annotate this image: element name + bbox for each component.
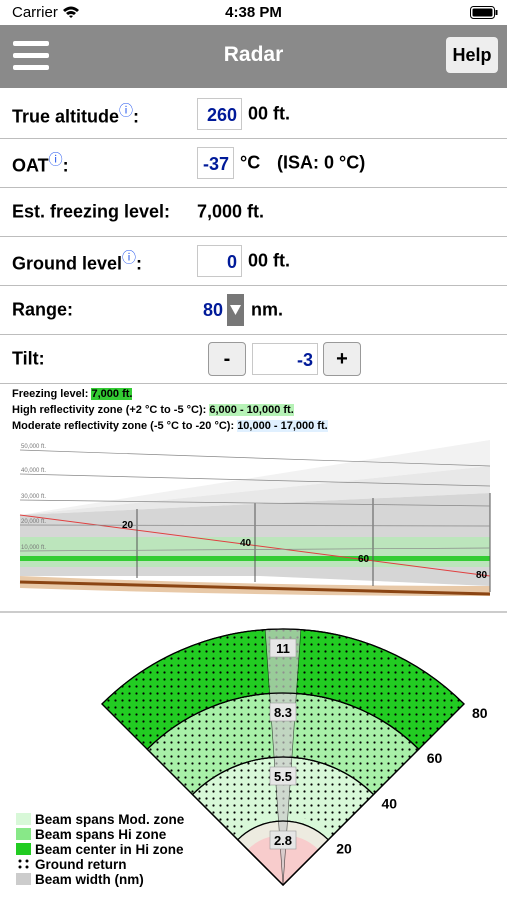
zone-line: Freezing level: 7,000 ft. (12, 388, 133, 400)
help-button[interactable]: Help (446, 37, 498, 73)
info-icon[interactable]: ⓘ (48, 151, 63, 168)
unit: nm. (251, 299, 284, 320)
row-label: True altitudeⓘ: (12, 101, 139, 128)
range-ring (146, 692, 420, 886)
legend-item: Beam center in Hi zone (16, 842, 184, 857)
row-range: Range: 80 nm. (0, 286, 507, 335)
beam-width-box (269, 702, 297, 722)
unit: °C (240, 152, 261, 173)
ground-input[interactable]: 0 (197, 245, 242, 277)
wifi-icon (63, 6, 79, 18)
beam-width-label: 5.5 (274, 769, 292, 784)
tilt-plus[interactable]: + (323, 342, 361, 376)
zone-label: High reflectivity zone (+2 °C to -5 °C): (12, 404, 207, 416)
zone-label: Moderate reflectivity zone (-5 °C to -20… (12, 420, 235, 432)
info-icon[interactable]: ⓘ (119, 102, 134, 119)
isa-note: (ISA: 0 °C) (277, 152, 366, 173)
row-label: Tilt: (12, 348, 45, 369)
range-label: 40 (240, 538, 252, 549)
altitude-label: 20,000 ft. (21, 519, 46, 525)
altitude-label: 50,000 ft. (21, 444, 46, 450)
beam-width-box (269, 766, 297, 786)
row-label: Range: (12, 299, 74, 320)
row-tilt: Tilt: - -3 + (0, 335, 507, 384)
dropdown-arrow[interactable] (227, 294, 244, 326)
range-label: 60 (358, 554, 370, 565)
info-icon[interactable]: ⓘ (122, 249, 137, 266)
legend-item: Beam width (nm) (16, 872, 144, 887)
range-label: 60 (427, 750, 443, 766)
row-oat: OATⓘ: -37 °C (ISA: 0 °C) (0, 139, 507, 188)
legend-item: Ground return (16, 857, 127, 872)
zone-line: High reflectivity zone (+2 °C to -5 °C):… (12, 404, 294, 416)
row-label: OATⓘ: (12, 150, 69, 177)
colon: : (62, 155, 69, 176)
colon: : (136, 253, 143, 274)
altitude-input[interactable]: 260 (197, 98, 242, 130)
legend-label: Beam spans Mod. zone (35, 812, 185, 827)
zone-value: 10,000 - 17,000 ft. (237, 420, 328, 432)
beam-width-label: 8.3 (274, 705, 292, 720)
unit: 00 ft. (248, 250, 291, 271)
legend-item: Beam spans Mod. zone (16, 812, 184, 827)
menu-button[interactable] (13, 40, 49, 72)
colon: : (133, 106, 140, 127)
clock: 4:38 PM (225, 4, 282, 21)
label: True altitude (12, 106, 120, 127)
beam-width-box (269, 830, 297, 850)
battery-icon (470, 6, 498, 19)
range-label: 40 (382, 795, 398, 811)
beam-width-label: 2.8 (274, 833, 292, 848)
row-ground-level: Ground levelⓘ: 0 00 ft. (0, 237, 507, 286)
carrier: Carrier (12, 4, 58, 21)
plan-view: 11 8.3 5.5 2.8 20 40 60 80 (101, 628, 488, 886)
row-label: Est. freezing level: (12, 201, 171, 222)
separator (0, 611, 507, 613)
zone-line: Moderate reflectivity zone (-5 °C to -20… (12, 420, 328, 432)
tilt-minus[interactable]: - (208, 342, 246, 376)
label: OAT (12, 155, 49, 176)
row-freezing: Est. freezing level: 7,000 ft. (0, 188, 507, 237)
oat-input[interactable]: -37 (197, 147, 234, 179)
label: Ground level (12, 253, 123, 274)
light-band (237, 821, 329, 850)
zone-label: Freezing level: (12, 388, 89, 400)
range-label: 20 (336, 841, 352, 857)
tilt-input[interactable]: -3 (252, 343, 318, 375)
range-ring (191, 756, 375, 886)
beam-width-box (269, 638, 297, 658)
altitude-label: 10,000 ft. (21, 545, 46, 551)
freezing-value: 7,000 ft. (197, 201, 265, 222)
range-label: 80 (476, 570, 488, 581)
range-label: 80 (472, 705, 488, 721)
profile-view: 50,000 ft. 40,000 ft. 30,000 ft. 20,000 ft.… (19, 440, 491, 596)
beam-width-label: 11 (276, 641, 290, 656)
legend-label: Ground return (35, 857, 127, 872)
nav-title: Radar (223, 43, 284, 66)
row-true-altitude: True altitudeⓘ: 260 00 ft. (0, 90, 507, 139)
legend-label: Beam spans Hi zone (35, 827, 167, 842)
altitude-label: 30,000 ft. (21, 494, 46, 500)
range-select[interactable]: 80 (197, 294, 227, 326)
range-label: 20 (122, 520, 134, 531)
altitude-label: 40,000 ft. (21, 468, 46, 474)
legend-label: Beam width (nm) (35, 872, 144, 887)
legend-item: Beam spans Hi zone (16, 827, 166, 842)
unit: 00 ft. (248, 103, 291, 124)
row-label: Ground levelⓘ: (12, 248, 142, 275)
legend-label: Beam center in Hi zone (35, 842, 184, 857)
range-ring (101, 628, 465, 886)
zone-value: 6,000 - 10,000 ft. (209, 404, 294, 416)
nav-bar: Radar Help (0, 25, 507, 88)
range-ring (236, 820, 330, 886)
zone-value: 7,000 ft. (91, 388, 133, 400)
